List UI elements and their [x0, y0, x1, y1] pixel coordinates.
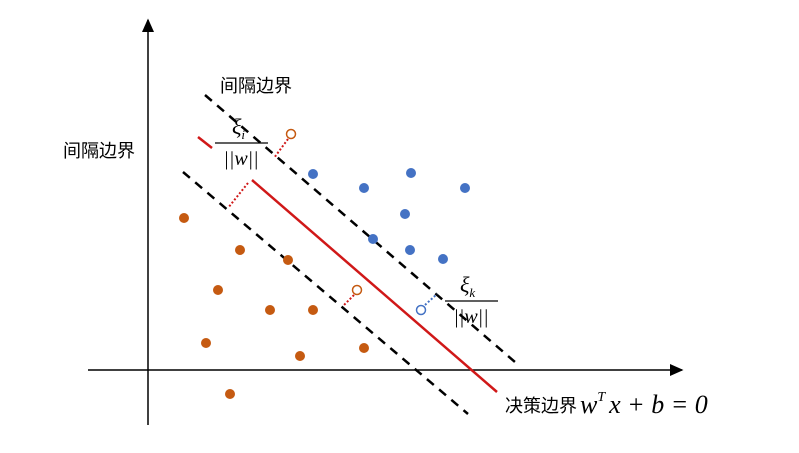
numerator: ξi	[232, 114, 245, 142]
text-part: ξ	[460, 272, 470, 297]
outlier-point	[351, 284, 363, 296]
decision-boundary	[251, 179, 498, 393]
slack-line	[424, 293, 438, 306]
slack-line	[342, 294, 355, 307]
text-part: x + b = 0	[608, 390, 708, 419]
decision-boundary	[197, 136, 213, 149]
outlier-point	[415, 304, 427, 316]
text-part: T	[597, 390, 606, 405]
formula: wT x + b = 0	[580, 390, 708, 419]
label: 间隔边界	[63, 141, 135, 162]
negative-points	[179, 213, 369, 399]
lower-margin	[182, 171, 469, 415]
text-part: w	[580, 390, 598, 419]
outlier-point	[285, 128, 297, 140]
slack-line	[227, 182, 249, 209]
numerator: ξk	[460, 272, 475, 300]
upper-margin	[204, 94, 516, 363]
text-part: i	[241, 127, 245, 142]
positive-points	[308, 168, 470, 264]
text-part: k	[469, 285, 475, 300]
slack-line	[273, 138, 289, 159]
denominator: ||w||	[223, 148, 258, 170]
denominator: ||w||	[453, 306, 488, 328]
label: 间隔边界	[220, 76, 292, 97]
text-part: ξ	[232, 114, 242, 139]
label: 决策边界	[505, 396, 577, 417]
